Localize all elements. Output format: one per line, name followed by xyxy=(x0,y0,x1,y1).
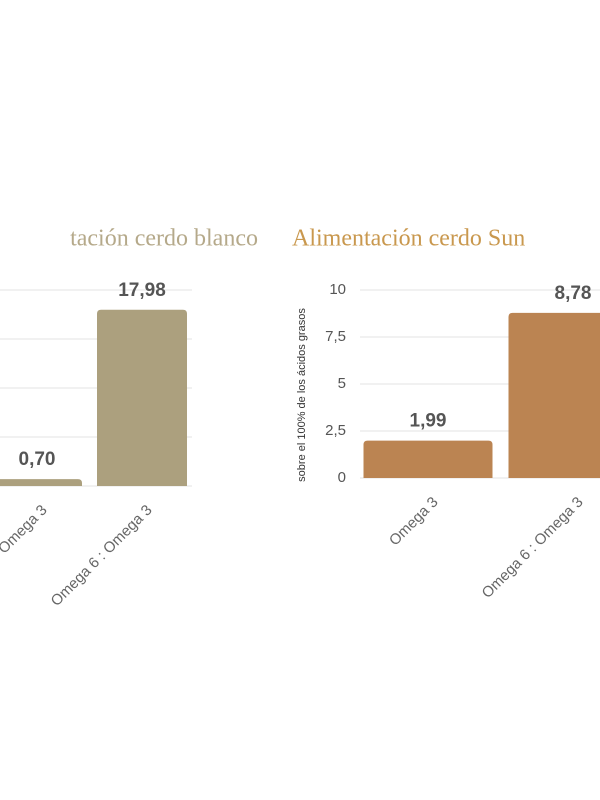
chart-title: tación cerdo blanco xyxy=(70,226,258,252)
y-tick-label: 2,5 xyxy=(325,422,346,439)
x-tick-label: Omega 6 : Omega 3 xyxy=(48,502,156,610)
bar xyxy=(363,440,493,478)
bar xyxy=(97,309,187,486)
y-tick-label: 7,5 xyxy=(325,328,346,345)
bar xyxy=(508,312,600,478)
y-axis-label: sobre el 100% de los ácidos grasos xyxy=(296,308,308,482)
chart-title: Alimentación cerdo Sun xyxy=(292,226,525,252)
value-label: 1,99 xyxy=(410,411,447,432)
y-tick-label: 5 xyxy=(338,375,346,392)
x-tick-label: Omega 3 xyxy=(0,502,51,558)
value-label: 8,78 xyxy=(555,283,592,304)
value-label: 17,98 xyxy=(118,280,166,301)
y-tick-label: 0 xyxy=(338,469,346,486)
bar xyxy=(0,479,82,486)
x-tick-label: Omega 3 xyxy=(386,494,442,550)
x-tick-label: Omega 6 : Omega 3 xyxy=(479,494,587,602)
y-tick-label: 10 xyxy=(329,281,346,298)
value-label: 0,70 xyxy=(19,449,56,470)
